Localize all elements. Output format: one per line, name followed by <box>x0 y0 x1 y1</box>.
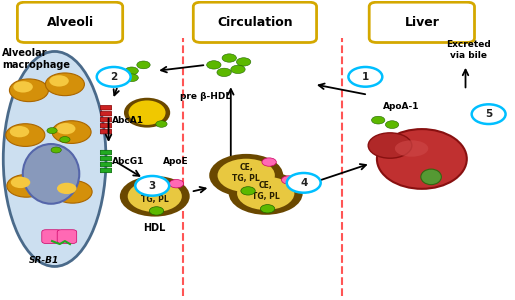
Text: CE,
TG, PL: CE, TG, PL <box>141 184 168 204</box>
Circle shape <box>135 176 169 196</box>
Text: AbcG1: AbcG1 <box>112 158 145 166</box>
Circle shape <box>13 81 33 92</box>
FancyBboxPatch shape <box>100 123 112 128</box>
FancyBboxPatch shape <box>100 156 112 161</box>
Text: AbcA1: AbcA1 <box>112 116 144 124</box>
Ellipse shape <box>129 100 165 125</box>
FancyBboxPatch shape <box>100 168 112 173</box>
Ellipse shape <box>377 129 467 189</box>
Text: 5: 5 <box>485 109 492 119</box>
Circle shape <box>287 173 321 193</box>
Text: 4: 4 <box>300 178 307 188</box>
Circle shape <box>10 126 29 137</box>
Text: 1: 1 <box>362 72 369 82</box>
Circle shape <box>125 74 139 82</box>
Circle shape <box>52 121 91 143</box>
Circle shape <box>169 179 184 188</box>
Text: HDL: HDL <box>144 223 166 232</box>
Circle shape <box>51 147 61 153</box>
Circle shape <box>47 128 57 134</box>
FancyBboxPatch shape <box>18 2 123 43</box>
Circle shape <box>371 116 385 124</box>
Circle shape <box>57 183 77 194</box>
FancyBboxPatch shape <box>57 230 77 244</box>
Text: 3: 3 <box>149 181 156 191</box>
Text: Alveolar
macrophage: Alveolar macrophage <box>2 48 70 70</box>
Circle shape <box>472 104 506 124</box>
Circle shape <box>222 54 236 62</box>
Circle shape <box>385 121 399 128</box>
Ellipse shape <box>120 176 190 217</box>
Circle shape <box>207 61 221 69</box>
Circle shape <box>349 67 382 87</box>
Ellipse shape <box>229 172 303 215</box>
Circle shape <box>262 158 277 166</box>
Circle shape <box>56 123 76 134</box>
Ellipse shape <box>421 169 441 184</box>
Circle shape <box>60 136 70 142</box>
FancyBboxPatch shape <box>100 129 112 134</box>
Text: CE,
TG, PL: CE, TG, PL <box>232 163 260 183</box>
FancyBboxPatch shape <box>369 2 474 43</box>
FancyBboxPatch shape <box>100 162 112 167</box>
FancyBboxPatch shape <box>42 230 61 244</box>
Text: ApoA-1: ApoA-1 <box>383 102 420 111</box>
Ellipse shape <box>217 159 275 192</box>
Circle shape <box>137 61 150 69</box>
Ellipse shape <box>124 98 170 127</box>
Ellipse shape <box>209 154 283 197</box>
Text: Liver: Liver <box>404 16 439 29</box>
Circle shape <box>282 176 296 184</box>
Circle shape <box>217 68 231 76</box>
Circle shape <box>49 75 69 87</box>
Circle shape <box>97 67 131 87</box>
Circle shape <box>6 124 45 146</box>
Text: Alveoli: Alveoli <box>46 16 94 29</box>
Circle shape <box>45 73 84 96</box>
Circle shape <box>261 205 275 213</box>
Ellipse shape <box>395 140 428 157</box>
Text: Circulation: Circulation <box>217 16 293 29</box>
FancyBboxPatch shape <box>100 118 112 122</box>
FancyBboxPatch shape <box>100 150 112 155</box>
Ellipse shape <box>368 133 412 158</box>
FancyBboxPatch shape <box>193 2 317 43</box>
FancyBboxPatch shape <box>100 112 112 116</box>
Ellipse shape <box>23 144 79 204</box>
Text: 2: 2 <box>110 72 117 82</box>
Circle shape <box>241 187 255 195</box>
Circle shape <box>11 177 30 188</box>
Text: pre β-HDL: pre β-HDL <box>180 92 232 101</box>
Circle shape <box>149 207 164 215</box>
Text: SR-B1: SR-B1 <box>29 256 59 265</box>
Circle shape <box>156 121 167 127</box>
Ellipse shape <box>237 177 295 210</box>
Ellipse shape <box>128 181 182 212</box>
Circle shape <box>7 175 46 197</box>
Text: ApoE: ApoE <box>162 158 188 166</box>
FancyBboxPatch shape <box>100 106 112 110</box>
Circle shape <box>9 79 48 102</box>
Text: CE,
TG, PL: CE, TG, PL <box>252 181 280 201</box>
Circle shape <box>231 65 245 74</box>
Text: Excreted
via bile: Excreted via bile <box>445 40 490 60</box>
Circle shape <box>236 58 251 66</box>
Ellipse shape <box>3 52 106 266</box>
Circle shape <box>53 181 92 203</box>
Circle shape <box>125 67 139 75</box>
